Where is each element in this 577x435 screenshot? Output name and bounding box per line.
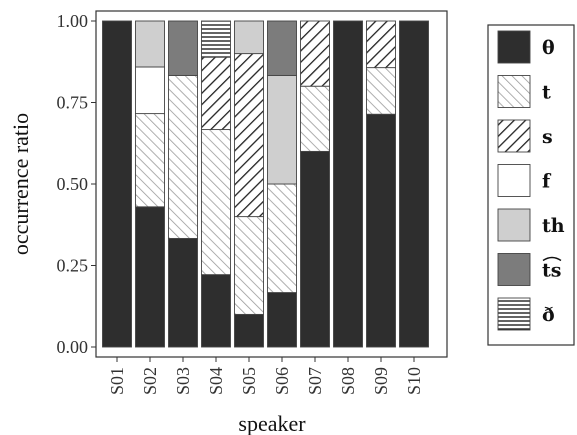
tie-bar-mark bbox=[542, 256, 562, 262]
x-axis: S01 S02 S03 S04 S05 S06 S07 S08 S09 S10 bbox=[107, 357, 424, 395]
bar-s02-t bbox=[135, 113, 165, 208]
bar-s05-s bbox=[234, 53, 264, 218]
y-tick-label: 0.75 bbox=[57, 93, 89, 113]
bar-s04-t bbox=[201, 129, 231, 276]
legend: θ ts f th ts ð bbox=[497, 30, 565, 331]
bar-s06-t bbox=[267, 183, 297, 294]
legend-swatch-theta bbox=[497, 30, 531, 64]
bar-s03-theta bbox=[168, 237, 198, 348]
bar-s03-ts bbox=[168, 20, 198, 76]
bar-s06-th bbox=[267, 74, 297, 185]
bar-s05-theta bbox=[234, 313, 264, 348]
legend-label-eth: ð bbox=[542, 304, 555, 326]
y-axis-title: occurrence ratio bbox=[8, 113, 33, 255]
bar-s02-theta bbox=[135, 206, 165, 348]
x-tick-label: S02 bbox=[140, 367, 160, 395]
bar-s09-t bbox=[366, 67, 396, 115]
bars-group bbox=[102, 20, 429, 348]
legend-swatch-th bbox=[497, 208, 531, 242]
bar-s06-ts bbox=[267, 20, 297, 76]
y-tick-label: 0.25 bbox=[57, 256, 89, 276]
bar-s02-th bbox=[135, 20, 165, 68]
bar-s10-theta bbox=[399, 20, 429, 348]
x-tick-label: S09 bbox=[371, 367, 391, 395]
legend-label-f: f bbox=[542, 171, 552, 193]
bar-s07-theta bbox=[300, 150, 330, 348]
y-axis: 0.00 0.25 0.50 0.75 1.00 bbox=[57, 11, 96, 357]
bar-s05-t bbox=[234, 216, 264, 315]
bar-s02-f bbox=[135, 66, 165, 115]
bar-s07-t bbox=[300, 85, 330, 152]
x-tick-label: S05 bbox=[239, 367, 259, 395]
bar-s05-th bbox=[234, 20, 264, 55]
legend-label-s: s bbox=[542, 126, 553, 148]
x-tick-label: S01 bbox=[107, 367, 127, 395]
bar-s04-eth bbox=[201, 20, 231, 58]
legend-label-t: t bbox=[542, 82, 551, 104]
x-axis-title: speaker bbox=[238, 411, 306, 435]
bar-s08-theta bbox=[333, 20, 363, 348]
x-tick-label: S06 bbox=[272, 367, 292, 395]
bar-s04-theta bbox=[201, 274, 231, 348]
x-tick-label: S08 bbox=[338, 367, 358, 395]
bar-s01-theta bbox=[102, 20, 132, 348]
y-tick-label: 0.00 bbox=[57, 337, 89, 357]
legend-swatch-t bbox=[497, 75, 531, 108]
x-tick-label: S10 bbox=[404, 367, 424, 395]
legend-swatch-eth bbox=[497, 297, 531, 331]
bar-s09-theta bbox=[366, 113, 396, 348]
legend-swatch-ts bbox=[497, 253, 531, 286]
bar-s03-t bbox=[168, 74, 198, 239]
bar-s04-s bbox=[201, 56, 231, 131]
legend-swatch-s bbox=[497, 119, 531, 153]
x-tick-label: S03 bbox=[173, 367, 193, 395]
legend-swatch-f bbox=[497, 164, 531, 197]
legend-label-th: th bbox=[542, 215, 565, 237]
x-tick-label: S04 bbox=[206, 367, 226, 395]
legend-label-ts: ts bbox=[542, 260, 561, 282]
bar-s09-s bbox=[366, 20, 396, 69]
x-tick-label: S07 bbox=[305, 367, 325, 395]
bar-s07-s bbox=[300, 20, 330, 87]
y-tick-label: 1.00 bbox=[57, 11, 89, 31]
bar-s06-theta bbox=[267, 292, 297, 348]
y-tick-label: 0.50 bbox=[57, 174, 89, 194]
legend-label-theta: θ bbox=[542, 37, 555, 59]
